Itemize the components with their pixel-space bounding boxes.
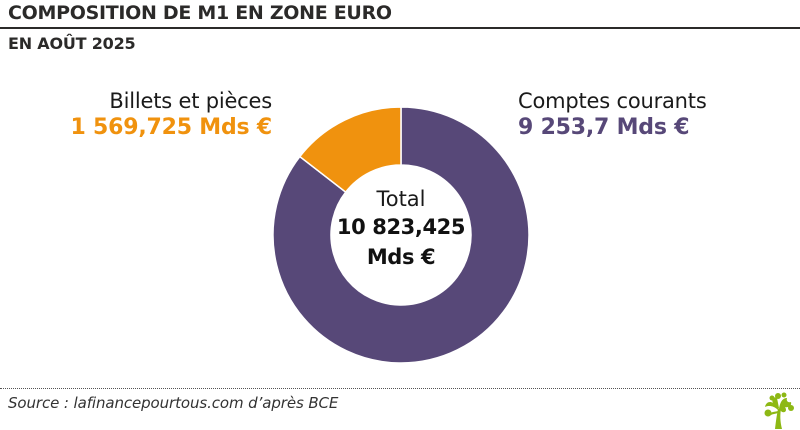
label-comptes-name: Comptes courants <box>518 89 707 113</box>
label-billets-name: Billets et pièces <box>109 89 272 113</box>
center-value-line1: 10 823,425 <box>336 215 466 239</box>
label-billets: Billets et pièces 1 569,725 Mds € <box>70 88 272 142</box>
donut-slices <box>272 106 530 364</box>
donut-slice-billets-et-pi-ces <box>298 106 402 194</box>
footer-divider <box>0 388 800 389</box>
chart-title: COMPOSITION DE M1 EN ZONE EURO <box>8 2 392 24</box>
center-label: Total <box>376 187 426 211</box>
donut-slice-comptes-courants <box>272 106 530 364</box>
label-comptes: Comptes courants 9 253,7 Mds € <box>518 88 707 142</box>
center-value-line2: Mds € <box>366 245 436 269</box>
title-rule <box>0 27 800 29</box>
donut-center: Total 10 823,425 Mds € <box>321 186 481 272</box>
tree-logo-icon <box>764 392 794 429</box>
chart-subtitle: EN AOÛT 2025 <box>8 34 136 53</box>
label-comptes-value: 9 253,7 Mds € <box>518 115 690 140</box>
label-billets-value: 1 569,725 Mds € <box>70 115 272 140</box>
source-text: Source : lafinancepourtous.com d’après B… <box>8 394 339 412</box>
